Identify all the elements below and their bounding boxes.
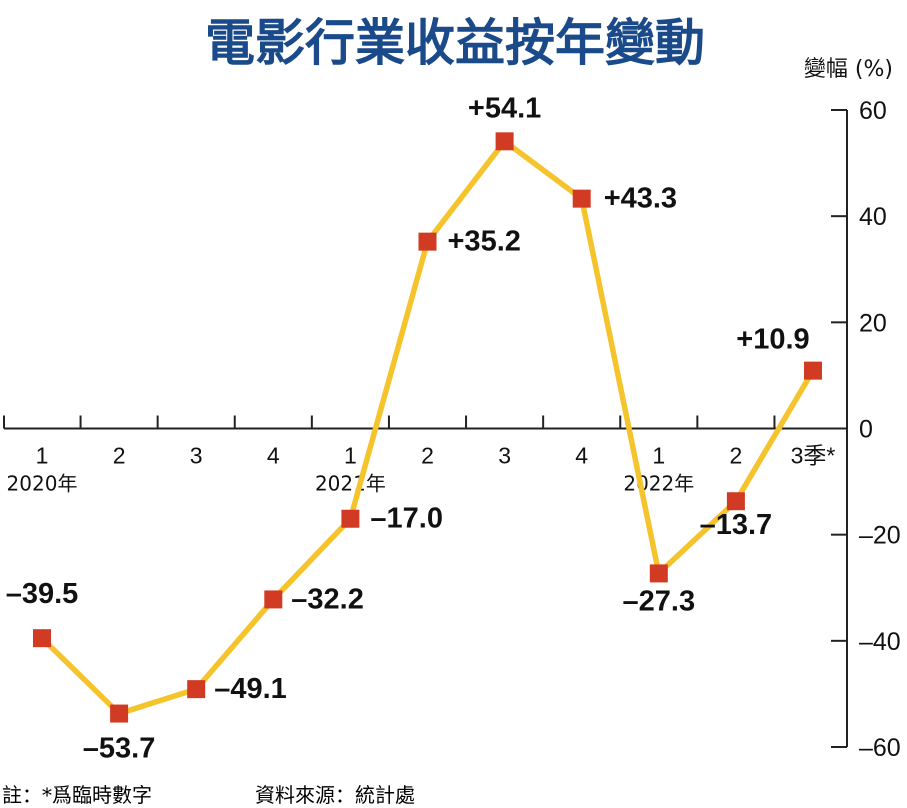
y-tick-label: 20 <box>859 309 887 337</box>
x-tick-label: 2 <box>421 443 434 469</box>
data-point-marker <box>418 232 437 251</box>
footnote-note: 註：*爲臨時數字 <box>2 783 152 807</box>
data-labels-layer: –39.5 –53.7 –49.1 –32.2 –17.0 +35.2 +54.1 +43.3… <box>6 92 810 764</box>
data-point-marker <box>264 590 283 609</box>
data-label: –27.3 <box>623 585 696 617</box>
data-label: +54.1 <box>468 92 541 124</box>
data-point-marker <box>110 704 129 723</box>
markers-layer <box>33 132 822 723</box>
x-tick-label: 2 <box>730 443 743 469</box>
y-tick-label: –60 <box>859 734 901 762</box>
data-label: –17.0 <box>370 503 443 535</box>
data-point-marker <box>804 361 822 380</box>
footnote-source: 資料來源：統計處 <box>255 783 415 807</box>
data-label: –32.2 <box>291 583 364 615</box>
x-tick-label: 4 <box>267 443 280 469</box>
year-label: 2020年 <box>7 472 78 496</box>
x-tick-label: 3 <box>498 443 511 469</box>
data-point-marker <box>649 564 668 583</box>
data-point-marker <box>495 132 514 151</box>
x-tick-label: 1 <box>344 443 357 469</box>
x-tick-label: 4 <box>575 443 588 469</box>
data-point-marker <box>187 680 206 699</box>
data-label: +10.9 <box>736 324 809 356</box>
axes: 60 40 20 0 –20 –40 –60 1 2 3 4 1 2 3 4 1 2 3季* 2020年 2021年 2… <box>3 97 901 762</box>
chart-title: 電影行業收益按年變動 <box>205 14 705 72</box>
y-tick-label: –40 <box>859 628 901 656</box>
y-tick-label: 60 <box>859 97 887 125</box>
data-label: –49.1 <box>214 673 287 705</box>
y-axis-label: 變幅 (%) <box>804 57 893 82</box>
data-label: +43.3 <box>604 183 677 215</box>
x-tick-label: 3季* <box>791 443 836 469</box>
data-point-marker <box>341 509 360 528</box>
y-tick-label: –20 <box>859 522 901 550</box>
data-label: –53.7 <box>83 733 156 765</box>
x-tick-label: 2 <box>113 443 126 469</box>
x-tick-label: 1 <box>36 443 49 469</box>
data-label: –39.5 <box>6 578 79 610</box>
data-point-marker <box>572 189 591 208</box>
data-point-marker <box>33 629 51 648</box>
y-tick-label: 40 <box>859 203 887 231</box>
data-label: +35.2 <box>448 226 521 258</box>
data-label: –13.7 <box>700 509 773 541</box>
x-tick-label: 1 <box>652 443 665 469</box>
y-tick-label: 0 <box>859 416 873 444</box>
data-point-marker <box>726 492 745 511</box>
year-label: 2021年 <box>315 472 386 496</box>
year-label: 2022年 <box>623 472 694 496</box>
x-tick-label: 3 <box>190 443 203 469</box>
